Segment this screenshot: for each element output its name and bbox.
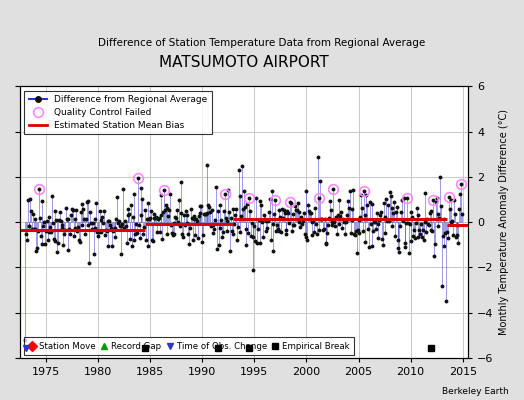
Title: MATSUMOTO AIRPORT: MATSUMOTO AIRPORT [159,55,329,70]
Y-axis label: Monthly Temperature Anomaly Difference (°C): Monthly Temperature Anomaly Difference (… [499,109,509,335]
Legend: Station Move, Record Gap, Time of Obs. Change, Empirical Break: Station Move, Record Gap, Time of Obs. C… [24,338,354,355]
Text: Berkeley Earth: Berkeley Earth [442,387,508,396]
Text: Difference of Station Temperature Data from Regional Average: Difference of Station Temperature Data f… [99,38,425,48]
